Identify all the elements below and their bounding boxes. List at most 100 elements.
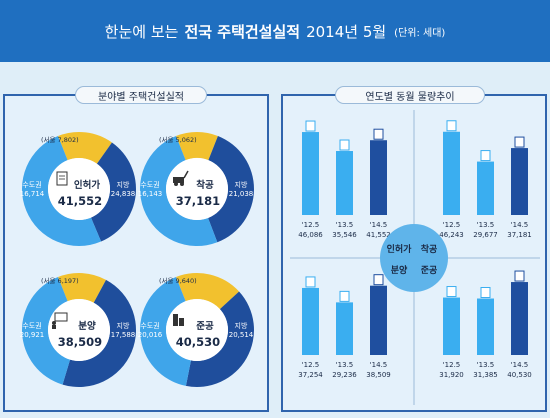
bar-'12.5 xyxy=(302,287,319,355)
bar-value-label: 37,254 xyxy=(298,371,323,379)
bar-'12.5 xyxy=(302,132,319,215)
label-local-line: 지방 xyxy=(235,321,248,330)
donut-slice-지방 xyxy=(21,136,102,247)
bar-cap-icon xyxy=(339,139,350,151)
bar-value-label: 46,086 xyxy=(298,231,323,239)
bar-chart-준공: '12.5 31,920 '13.5 31,385 '14.5 40,530 xyxy=(439,270,532,379)
banner-unit: (단위: 세대) xyxy=(394,27,446,39)
donut-slice-서울 xyxy=(176,273,240,310)
bar-chart-인허가: '12.5 46,086 '13.5 35,546 '14.5 41,552 xyxy=(298,120,391,239)
bar-'14.5 xyxy=(370,140,387,215)
bar-value-label: 37,181 xyxy=(507,231,532,239)
document-icon xyxy=(56,171,68,186)
label-local-line: 24,838 xyxy=(111,190,136,198)
donut-slice-지방 xyxy=(139,136,218,247)
header-banner: 한눈에 보는 전국 주택건설실적 2014년 5월 (단위: 세대) xyxy=(0,0,550,62)
center-label-complete: 준공 xyxy=(421,265,438,276)
donut-slice-수도권 xyxy=(91,142,136,242)
bar-cap-icon xyxy=(446,286,457,298)
bar-'14.5 xyxy=(370,285,387,355)
center-label-permit: 인허가 xyxy=(387,243,413,255)
panel-title-sector: 분야별 주택건설실적 xyxy=(75,86,207,104)
label-seoul: (서울 9,640) xyxy=(159,276,197,285)
donut-chart-분양: 분양 38,509 (서울 6,197) xyxy=(22,273,136,387)
label-local-line: 지방 xyxy=(235,180,248,189)
label-metro-line: 16,714 xyxy=(20,190,45,198)
bar-value-label: 40,530 xyxy=(507,371,532,379)
bar-cap-icon xyxy=(339,290,350,302)
bar-cap-icon xyxy=(373,128,384,140)
banner-title: 전국 주택건설실적 xyxy=(184,22,301,41)
bar-value-label: 29,236 xyxy=(332,371,357,379)
donut-slice-수도권 xyxy=(208,135,255,243)
bar-value-label: 31,920 xyxy=(439,371,464,379)
presentation-icon xyxy=(52,312,68,329)
donut-total: 37,181 xyxy=(176,194,220,208)
bar-category-label: '12.5 xyxy=(443,361,461,369)
bar-category-label: '14.5 xyxy=(511,361,529,369)
label-metro-line: 20,921 xyxy=(20,331,45,339)
label-seoul: (서울 6,197) xyxy=(41,276,79,285)
center-label-start: 착공 xyxy=(421,243,438,255)
donut-title: 준공 xyxy=(196,321,214,332)
donut-title: 분양 xyxy=(78,320,96,332)
bar-category-label: '12.5 xyxy=(302,361,320,369)
bar-cap-icon xyxy=(514,136,525,148)
bar-category-label: '14.5 xyxy=(511,221,529,229)
donut-slice-수도권 xyxy=(185,291,254,387)
label-metro-line: 20,016 xyxy=(138,331,163,339)
donut-chart-준공: 준공 40,530 (서울 9,640) xyxy=(140,273,254,387)
bar-'14.5 xyxy=(511,282,528,355)
bar-cap-icon xyxy=(305,120,316,132)
label-seoul: (서울 5,062) xyxy=(159,135,197,144)
label-seoul: (서울 7,802) xyxy=(41,135,79,144)
bar-value-label: 38,509 xyxy=(366,371,391,379)
center-circle xyxy=(380,224,448,292)
bar-'13.5 xyxy=(477,161,494,215)
donut-title: 인허가 xyxy=(74,179,100,191)
bar-'13.5 xyxy=(477,298,494,355)
bar-category-label: '12.5 xyxy=(443,221,461,229)
donut-total: 40,530 xyxy=(176,335,220,349)
bar-category-label: '13.5 xyxy=(477,361,495,369)
banner-prefix: 한눈에 보는 xyxy=(104,22,179,41)
label-metro-line: 16,143 xyxy=(138,190,163,198)
label-metro-line: 수도권 xyxy=(22,181,41,189)
bar-'13.5 xyxy=(336,302,353,355)
bar-'13.5 xyxy=(336,151,353,215)
bar-category-label: '12.5 xyxy=(302,221,320,229)
bar-'12.5 xyxy=(443,131,460,215)
bar-cap-icon xyxy=(514,270,525,282)
banner-date: 2014년 5월 xyxy=(306,22,387,41)
donut-slice-수도권 xyxy=(62,279,136,387)
donut-center xyxy=(166,158,228,220)
bar-chart-분양: '12.5 37,254 '13.5 29,236 '14.5 38,509 xyxy=(298,274,391,379)
label-metro-line: 수도권 xyxy=(140,181,159,189)
bar-category-label: '14.5 xyxy=(370,221,388,229)
donut-chart-인허가: 인허가 41,552 (서울 7,802) xyxy=(21,132,136,247)
bar-cap-icon xyxy=(480,287,491,299)
center-label-sale: 분양 xyxy=(391,264,408,276)
label-local-line: 20,514 xyxy=(229,331,254,339)
excavator-icon xyxy=(173,170,189,186)
donut-center xyxy=(166,299,228,361)
donut-slice-서울 xyxy=(176,132,218,161)
bar-chart-착공: '12.5 46,243 '13.5 29,677 '14.5 37,181 xyxy=(439,120,532,239)
label-metro-line: 수도권 xyxy=(140,322,159,330)
bar-cap-icon xyxy=(373,274,384,286)
donut-slice-지방 xyxy=(22,277,71,385)
label-local-line: 지방 xyxy=(117,180,130,189)
bar-value-label: 29,677 xyxy=(473,231,498,239)
bar-'14.5 xyxy=(511,148,528,215)
donut-slice-지방 xyxy=(140,277,191,386)
bar-cap-icon xyxy=(305,276,316,288)
donut-total: 41,552 xyxy=(58,194,102,208)
